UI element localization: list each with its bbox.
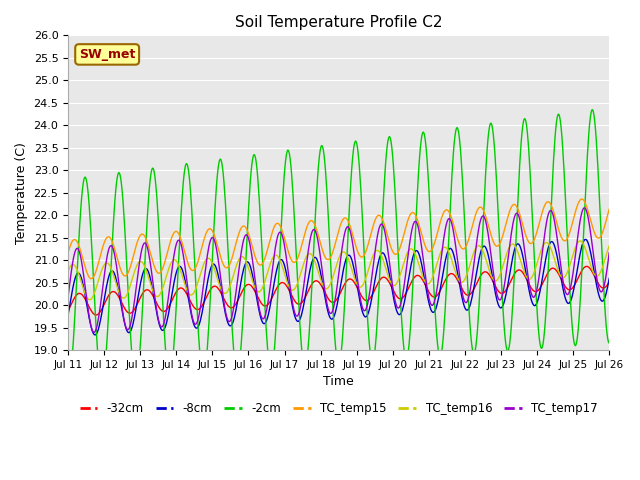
TC_temp16: [131, 269, 138, 275]
-2cm: [420, 131, 428, 136]
TC_temp17: [64, 293, 72, 299]
-2cm: [185, 168, 193, 174]
-2cm: [130, 370, 138, 375]
TC_temp15: [421, 242, 429, 248]
-32cm: [583, 264, 591, 269]
Title: Soil Temperature Profile C2: Soil Temperature Profile C2: [235, 15, 442, 30]
-8cm: [186, 301, 193, 307]
-8cm: [64, 312, 72, 317]
TC_temp17: [214, 254, 221, 260]
-8cm: [92, 332, 99, 338]
TC_temp15: [186, 264, 193, 270]
-32cm: [92, 312, 100, 318]
TC_temp17: [90, 329, 97, 335]
Legend: -32cm, -8cm, -2cm, TC_temp15, TC_temp16, TC_temp17: -32cm, -8cm, -2cm, TC_temp15, TC_temp16,…: [75, 397, 602, 420]
-32cm: [131, 307, 138, 312]
TC_temp16: [86, 297, 94, 302]
Y-axis label: Temperature (C): Temperature (C): [15, 142, 28, 244]
TC_temp15: [74, 240, 82, 246]
TC_temp15: [88, 276, 95, 281]
-8cm: [405, 273, 413, 279]
-32cm: [421, 281, 429, 287]
Text: SW_met: SW_met: [79, 48, 135, 61]
TC_temp17: [405, 245, 413, 251]
TC_temp16: [74, 269, 82, 275]
TC_temp16: [405, 247, 413, 253]
-2cm: [64, 384, 72, 389]
-32cm: [186, 296, 193, 302]
Line: TC_temp17: TC_temp17: [68, 208, 609, 332]
TC_temp16: [421, 278, 429, 284]
Line: TC_temp15: TC_temp15: [68, 199, 609, 278]
-8cm: [214, 271, 221, 276]
-8cm: [74, 270, 82, 276]
-2cm: [74, 253, 82, 259]
TC_temp16: [186, 291, 193, 297]
-2cm: [605, 340, 613, 346]
-8cm: [131, 315, 138, 321]
TC_temp15: [605, 206, 613, 212]
-8cm: [582, 237, 589, 242]
-32cm: [64, 308, 72, 313]
TC_temp17: [131, 299, 138, 304]
TC_temp17: [186, 297, 193, 302]
-32cm: [214, 285, 221, 291]
TC_temp16: [576, 238, 584, 244]
-2cm: [404, 348, 412, 354]
TC_temp17: [580, 205, 588, 211]
X-axis label: Time: Time: [323, 375, 354, 388]
Line: -2cm: -2cm: [68, 110, 609, 386]
-32cm: [74, 291, 82, 297]
Line: -8cm: -8cm: [68, 240, 609, 335]
-8cm: [421, 279, 429, 285]
-32cm: [605, 279, 613, 285]
TC_temp17: [605, 250, 613, 256]
TC_temp16: [605, 243, 613, 249]
TC_temp15: [214, 244, 221, 250]
Line: -32cm: -32cm: [68, 266, 609, 315]
TC_temp17: [421, 269, 429, 275]
Line: TC_temp16: TC_temp16: [68, 241, 609, 300]
TC_temp15: [64, 250, 72, 255]
TC_temp15: [579, 196, 586, 202]
TC_temp17: [74, 246, 82, 252]
TC_temp16: [214, 277, 221, 283]
TC_temp15: [131, 249, 138, 255]
-2cm: [589, 107, 596, 113]
-2cm: [213, 175, 221, 180]
TC_temp16: [64, 268, 72, 274]
-8cm: [605, 276, 613, 281]
TC_temp15: [405, 214, 413, 220]
-32cm: [405, 284, 413, 290]
